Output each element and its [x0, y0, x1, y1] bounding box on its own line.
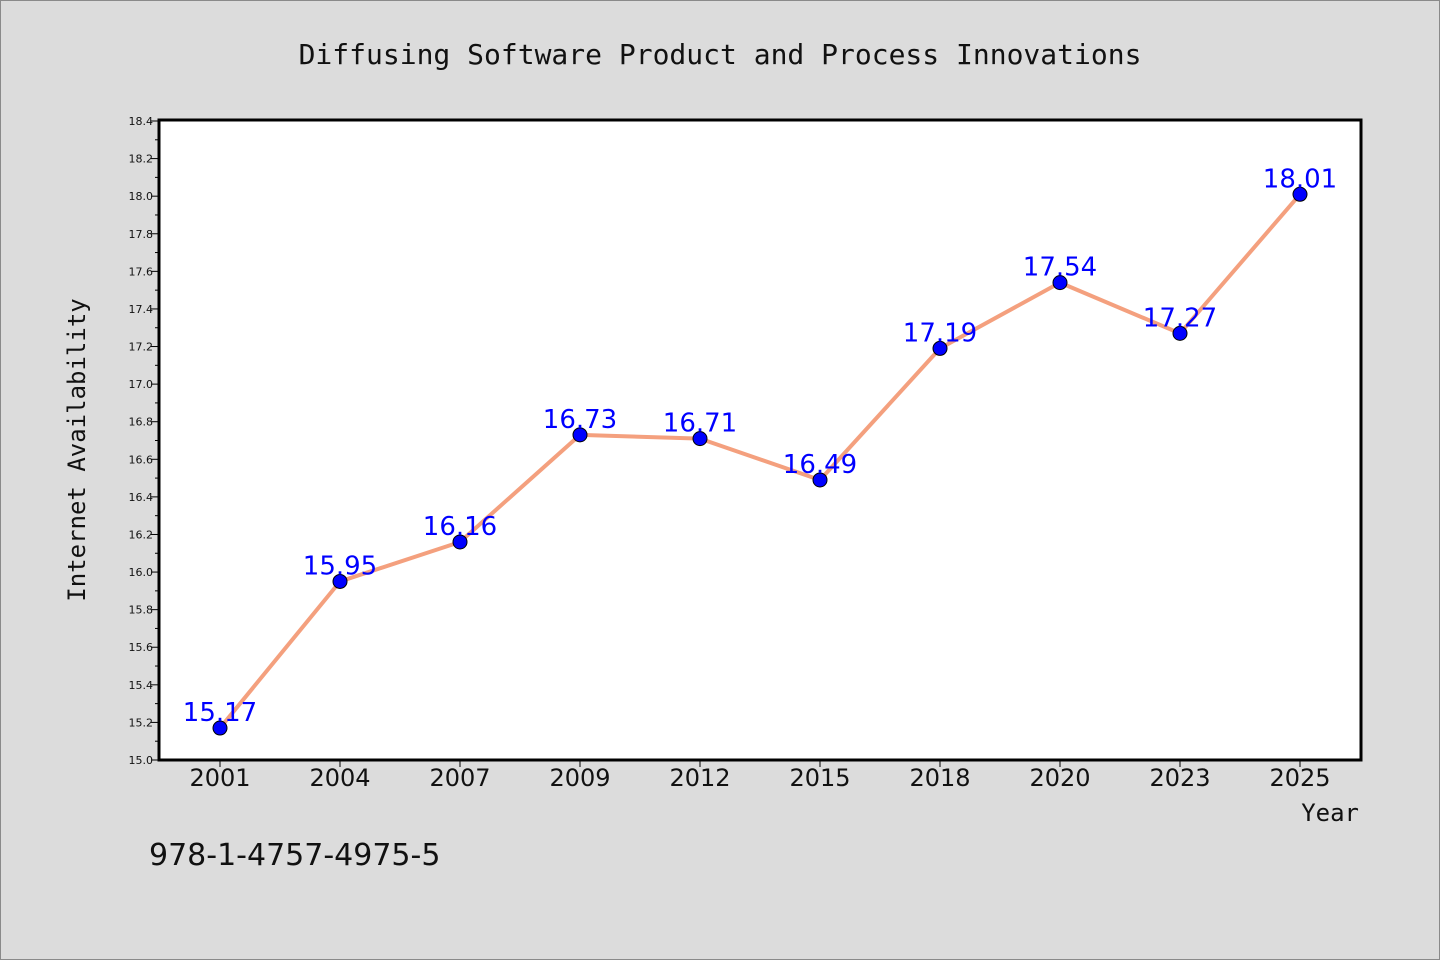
- data-label: 16.49: [783, 450, 857, 480]
- y-tick-label: 16.4: [129, 491, 154, 504]
- data-point: [452, 534, 468, 550]
- x-axis-label: Year: [1301, 799, 1359, 827]
- x-tick-label: 2018: [909, 764, 970, 792]
- data-label: 15.95: [303, 551, 377, 581]
- y-axis: 15.0 15.2 15.4 15.6 15.8 16.0 16.2 16.4 16.6 16.8…: [129, 115, 159, 767]
- y-tick-label: 17.0: [129, 378, 154, 391]
- y-axis-label: Internet Availability: [63, 298, 91, 601]
- series-line: [218, 192, 1302, 731]
- x-axis: 2001 2004 2007 2009 2012 2015 2018 2020 2023 2025: [189, 760, 1331, 792]
- data-point: [572, 427, 588, 443]
- data-label: 16.71: [663, 409, 737, 439]
- x-tick-label: 2004: [309, 764, 370, 792]
- y-tick-label: 18.0: [129, 190, 154, 203]
- x-tick-label: 2009: [549, 764, 610, 792]
- y-tick-label: 16.6: [129, 453, 154, 466]
- series-group: [212, 186, 1308, 736]
- y-tick-label: 15.2: [129, 716, 154, 729]
- data-point: [212, 720, 228, 736]
- y-tick-label: 15.6: [129, 641, 154, 654]
- x-tick-label: 2007: [429, 764, 490, 792]
- data-point: [812, 472, 828, 488]
- x-tick-label: 2023: [1149, 764, 1210, 792]
- data-label: 16.16: [423, 512, 497, 542]
- data-label: 17.27: [1143, 303, 1217, 333]
- data-point: [1172, 325, 1188, 341]
- footer-code: 978-1-4757-4975-5: [149, 838, 440, 873]
- x-tick-label: 2001: [189, 764, 250, 792]
- data-label: 17.54: [1023, 253, 1097, 283]
- y-tick-label: 15.4: [129, 679, 154, 692]
- y-tick-label: 15.8: [129, 604, 154, 617]
- data-point: [932, 340, 948, 356]
- x-tick-label: 2020: [1029, 764, 1090, 792]
- y-tick-label: 16.0: [129, 566, 154, 579]
- data-labels-group: 15.17 15.95 16.16 16.73 16.71 16.49 17.19 17.54…: [183, 164, 1337, 728]
- chart-title: Diffusing Software Product and Process I…: [299, 38, 1142, 71]
- data-label: 17.19: [903, 318, 977, 348]
- y-tick-label: 17.8: [129, 228, 154, 241]
- y-tick-label: 18.2: [129, 153, 154, 166]
- y-tick-label: 17.2: [129, 341, 154, 354]
- y-tick-label: 17.4: [129, 303, 154, 316]
- x-tick-label: 2025: [1269, 764, 1330, 792]
- plot-area: [157, 118, 1363, 762]
- data-point: [1292, 186, 1308, 202]
- x-tick-label: 2015: [789, 764, 850, 792]
- data-point: [332, 573, 348, 589]
- data-point: [692, 431, 708, 447]
- data-label: 15.17: [183, 698, 257, 728]
- data-label: 18.01: [1263, 164, 1337, 194]
- y-tick-label: 17.6: [129, 265, 154, 278]
- y-tick-label: 18.4: [129, 115, 154, 128]
- y-tick-label: 15.0: [129, 754, 154, 767]
- y-tick-label: 16.8: [129, 416, 154, 429]
- x-tick-label: 2012: [669, 764, 730, 792]
- data-label: 16.73: [543, 405, 617, 435]
- y-tick-label: 16.2: [129, 528, 154, 541]
- data-point: [1052, 275, 1068, 291]
